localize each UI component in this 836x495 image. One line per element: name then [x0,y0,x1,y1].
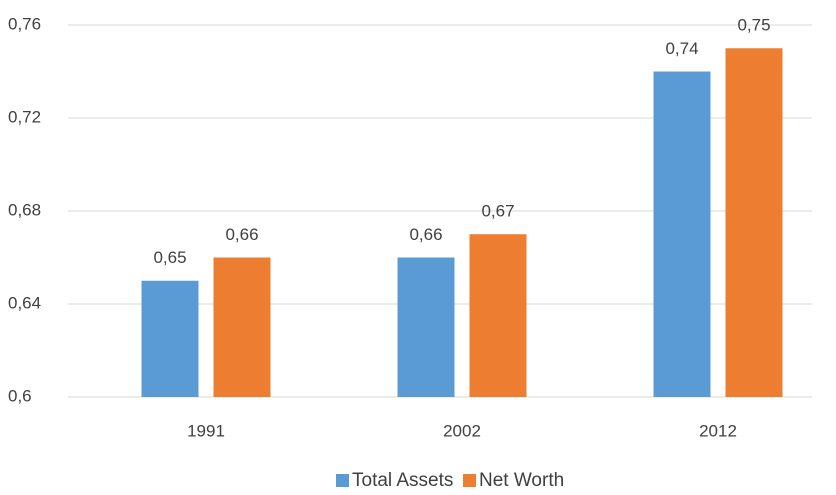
y-tick-label: 0,72 [8,107,41,126]
x-tick-label: 2002 [443,421,481,440]
y-tick-label: 0,76 [8,14,41,33]
legend-swatch [336,474,349,487]
value-label: 0,65 [153,248,186,267]
x-tick-label: 1991 [187,421,225,440]
y-tick-label: 0,68 [8,200,41,219]
value-label: 0,67 [481,202,514,221]
bar [141,280,199,397]
bar [397,257,455,397]
x-tick-label: 2012 [699,421,737,440]
value-label: 0,75 [737,16,770,35]
bar [469,234,527,397]
legend-swatch [463,474,476,487]
legend-label: Net Worth [479,470,564,490]
value-label: 0,66 [409,225,442,244]
bar [725,48,783,397]
y-tick-label: 0,64 [8,293,41,312]
bar [213,257,271,397]
value-label: 0,66 [225,225,258,244]
bar [653,71,711,397]
legend-label: Total Assets [352,470,453,490]
y-tick-label: 0,6 [8,386,32,405]
value-label: 0,74 [665,39,698,58]
